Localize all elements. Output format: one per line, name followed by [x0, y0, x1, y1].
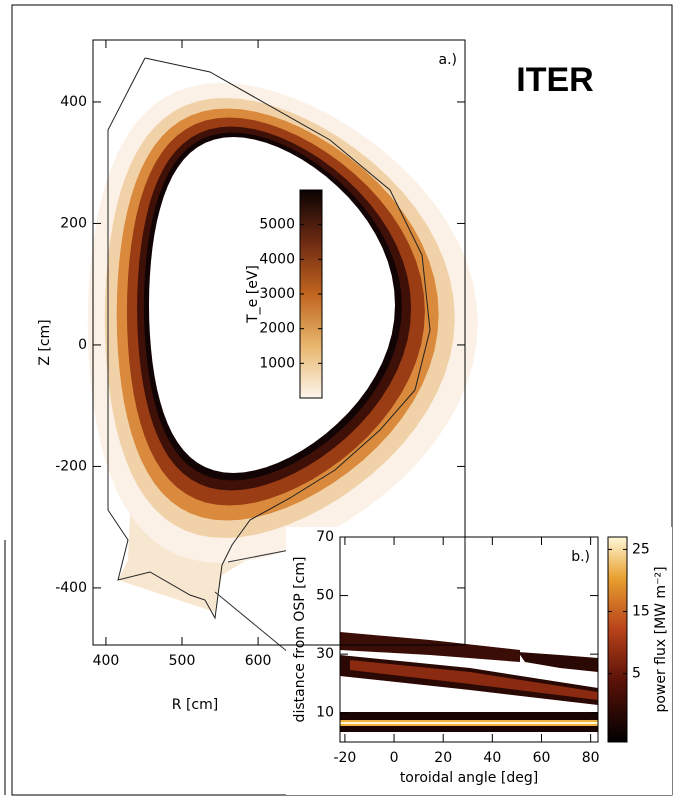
colorbar-tick-label: 2000 — [259, 321, 295, 337]
y-tick-label: -400 — [55, 580, 87, 596]
x-tick-label: 500 — [169, 653, 196, 669]
zoom-line — [214, 591, 301, 663]
y-tick-label: 400 — [60, 94, 87, 110]
vessel-wall — [107, 57, 431, 620]
y-tick-label: 10 — [316, 705, 334, 721]
colorbar-tick-label: 3000 — [259, 286, 295, 302]
colorbar-label: T_e [eV] — [245, 265, 261, 324]
colorbar-tick-label: 15 — [632, 604, 650, 620]
x-tick-label: 60 — [533, 750, 551, 766]
y-tick-label: -200 — [55, 458, 87, 474]
panel-label: a.) — [439, 52, 458, 68]
colorbar-tick-label: 5000 — [259, 217, 295, 233]
y-tick-label: 30 — [316, 646, 334, 662]
x-tick-label: 400 — [93, 653, 120, 669]
x-axis-label: toroidal angle [deg] — [400, 770, 538, 786]
x-tick-label: -20 — [333, 750, 356, 766]
colorbar-tick-label: 25 — [632, 541, 650, 557]
y-tick-label: 200 — [60, 215, 87, 231]
x-tick-label: 20 — [434, 750, 452, 766]
colorbar-label: power flux [MW m⁻²] — [653, 566, 669, 712]
x-axis-label: R [cm] — [172, 697, 218, 713]
colorbar-b — [607, 536, 628, 743]
y-axis-label: distance from OSP [cm] — [292, 557, 308, 723]
x-tick-label: 0 — [390, 750, 399, 766]
annotation: ITER — [516, 61, 593, 99]
axes-box — [339, 536, 599, 743]
panel-label: b.) — [571, 549, 590, 565]
colorbar-tick-label: 1000 — [259, 355, 295, 371]
axes-box — [92, 39, 466, 646]
y-tick-label: 0 — [78, 337, 87, 353]
x-tick-label: 40 — [483, 750, 501, 766]
y-tick-label: 50 — [316, 588, 334, 604]
x-tick-label: 80 — [582, 750, 600, 766]
colorbar-tick-label: 4000 — [259, 251, 295, 267]
plasma-map — [87, 83, 478, 612]
y-axis-label: Z [cm] — [37, 319, 53, 365]
colorbar-tick-label: 5 — [632, 666, 641, 682]
x-tick-label: 600 — [245, 653, 272, 669]
y-tick-label: 70 — [316, 529, 334, 545]
flux-map — [340, 632, 598, 732]
core — [149, 137, 395, 473]
